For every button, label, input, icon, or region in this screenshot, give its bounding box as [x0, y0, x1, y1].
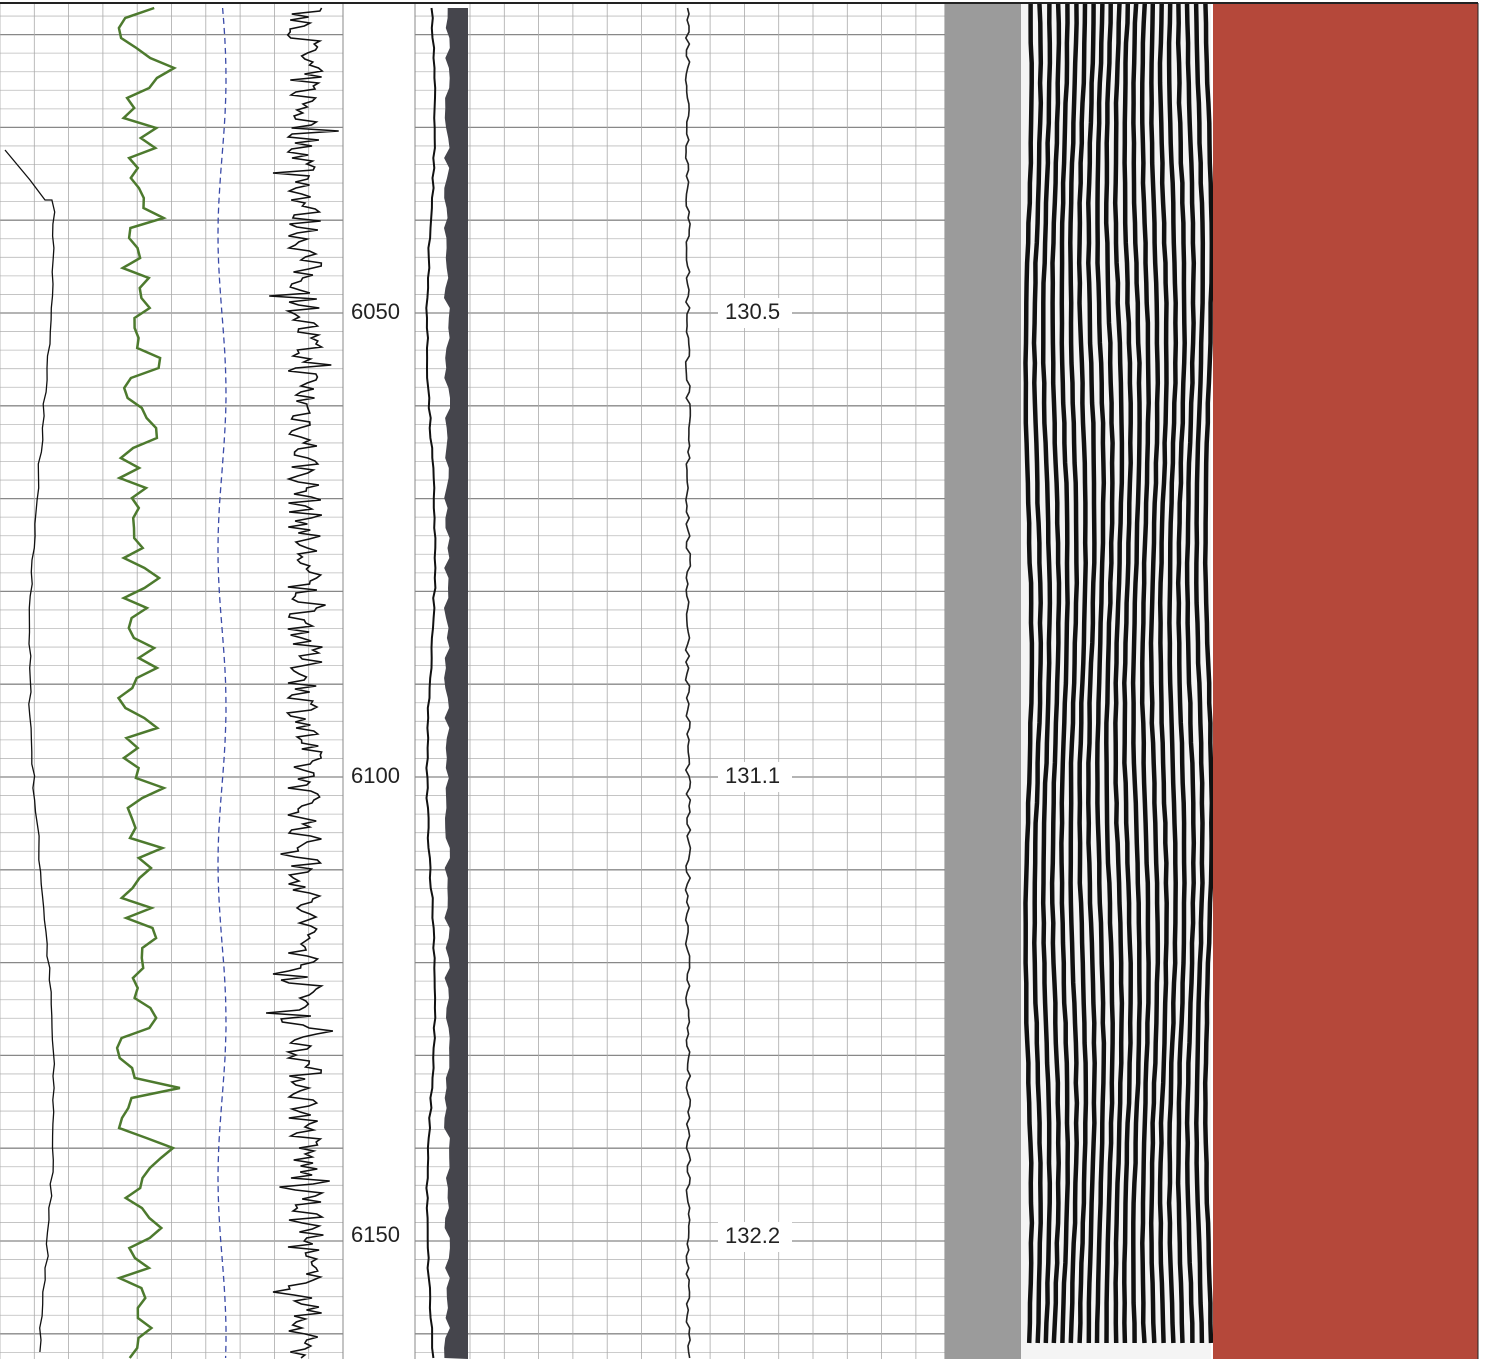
- stripe: [1139, 2, 1151, 1344]
- label-bg: [350, 1221, 410, 1251]
- stripe: [1130, 2, 1142, 1344]
- stripe: [1193, 2, 1206, 1344]
- stripe: [1086, 2, 1097, 1344]
- stripe: [1031, 2, 1044, 1344]
- stripe: [1023, 3, 1035, 1344]
- label-bg: [718, 298, 792, 328]
- curve: [115, 6, 181, 1359]
- label-bg: [718, 1222, 792, 1252]
- depth-label: 6150: [351, 1222, 400, 1247]
- stripe: [1157, 2, 1169, 1344]
- waveform-stripes: [1023, 2, 1215, 1344]
- stripe: [1166, 2, 1179, 1344]
- curve: [217, 7, 227, 1359]
- label-bg: [718, 762, 792, 792]
- curve: [684, 7, 692, 1359]
- curve: [266, 7, 339, 1359]
- stripe: [1175, 2, 1187, 1344]
- stripe: [1202, 2, 1215, 1344]
- label-bg: [350, 762, 410, 792]
- stripe: [1112, 2, 1125, 1344]
- stripe: [1076, 2, 1089, 1344]
- stripe: [1040, 2, 1053, 1344]
- stripe: [1049, 2, 1062, 1344]
- stripe: [1059, 2, 1071, 1344]
- curve: [425, 7, 437, 1359]
- stripe: [1148, 2, 1161, 1344]
- band: [444, 8, 468, 1359]
- time-label: 131.1: [725, 763, 780, 788]
- stripe: [1103, 2, 1115, 1344]
- label-bg: [350, 298, 410, 328]
- image-track: [1213, 3, 1478, 1359]
- stripe: [1184, 2, 1197, 1344]
- curve: [4, 149, 56, 1353]
- stripe: [1068, 2, 1080, 1344]
- grid: [0, 3, 946, 1359]
- stripe: [1094, 2, 1107, 1344]
- amplitude-band: [945, 3, 1021, 1359]
- depth-label: 6100: [351, 763, 400, 788]
- time-label: 130.5: [725, 299, 780, 324]
- depth-label: 6050: [351, 299, 400, 324]
- stripe: [1122, 2, 1133, 1344]
- time-label: 132.2: [725, 1223, 780, 1248]
- curves: [4, 6, 692, 1359]
